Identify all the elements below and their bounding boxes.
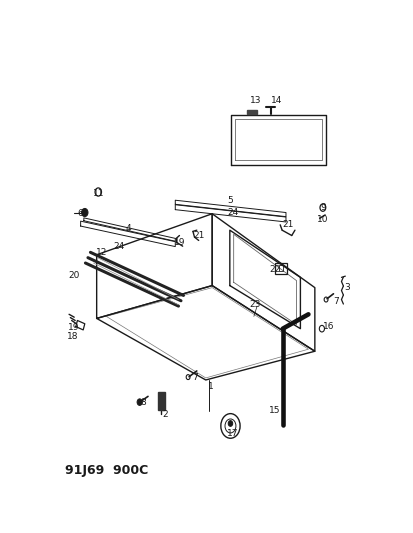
Text: 8: 8 [140, 398, 146, 407]
Circle shape [228, 421, 232, 426]
Text: 14: 14 [270, 96, 281, 106]
Text: 6: 6 [78, 209, 83, 218]
Text: 17: 17 [227, 429, 238, 438]
Text: 1: 1 [207, 382, 213, 391]
Text: 13: 13 [249, 96, 261, 106]
Text: 11: 11 [92, 189, 104, 198]
Text: 16: 16 [322, 322, 333, 331]
Circle shape [137, 399, 142, 406]
Text: 91J69  900C: 91J69 900C [64, 464, 147, 477]
Text: 24: 24 [227, 208, 238, 217]
Text: 9: 9 [319, 203, 325, 212]
Text: 20: 20 [68, 271, 79, 280]
Text: 2: 2 [162, 410, 168, 419]
Text: 21: 21 [281, 220, 292, 229]
Text: 24: 24 [113, 242, 124, 251]
Text: 15: 15 [268, 406, 280, 415]
Text: 3: 3 [343, 283, 349, 292]
Bar [246, 110, 256, 114]
Text: 7: 7 [192, 374, 198, 382]
Bar [274, 263, 286, 274]
Bar [157, 392, 164, 409]
Text: 5: 5 [226, 196, 232, 205]
Text: 22: 22 [268, 265, 280, 274]
Text: 19: 19 [174, 238, 185, 247]
Text: 12: 12 [95, 248, 107, 257]
Circle shape [81, 208, 88, 216]
Text: 21: 21 [193, 231, 204, 240]
Text: 7: 7 [332, 297, 338, 306]
Text: 10: 10 [316, 215, 328, 224]
Text: 19: 19 [68, 323, 79, 332]
Bar [278, 265, 282, 271]
Text: 18: 18 [66, 333, 78, 341]
Text: 23: 23 [249, 300, 261, 309]
Text: 4: 4 [126, 224, 131, 233]
